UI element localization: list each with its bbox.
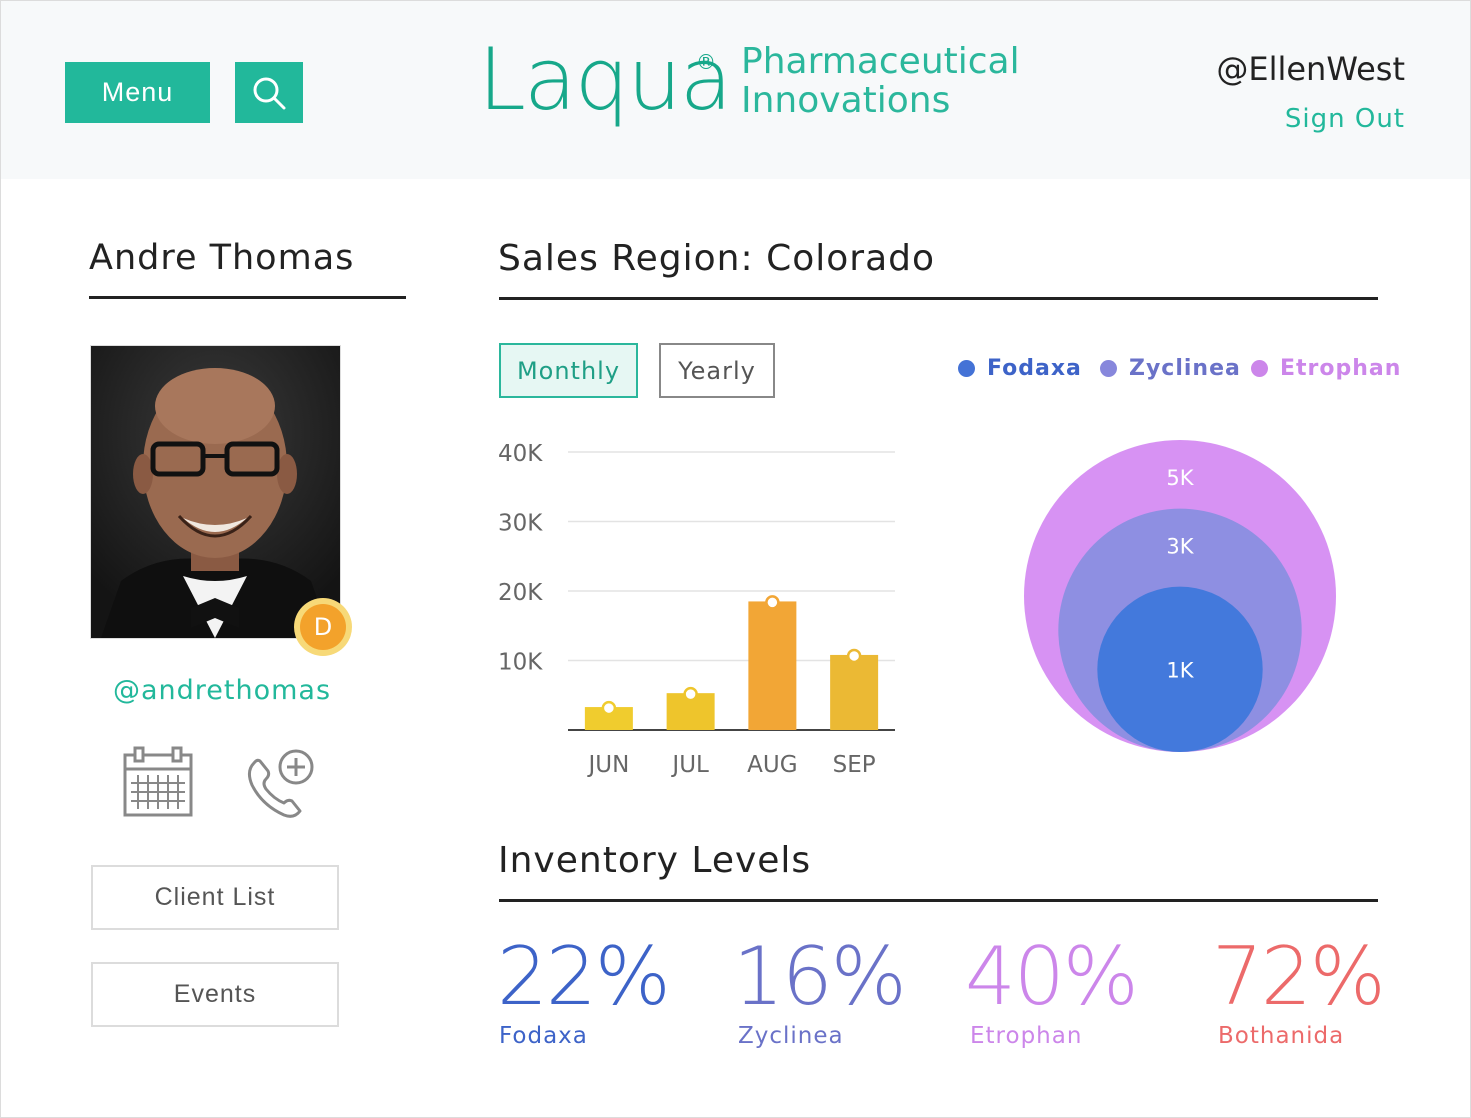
legend-dot-fodaxa — [958, 359, 975, 377]
legend-label-fodaxa: Fodaxa — [987, 355, 1082, 381]
bar-marker — [765, 595, 780, 610]
monthly-sales-bar-chart: 40K 30K 20K 10K JUN JUL AUG SEP — [498, 441, 895, 778]
status-badge: D — [294, 598, 352, 656]
bubble-fodaxa — [1097, 586, 1263, 752]
status-badge-letter: D — [300, 604, 346, 650]
bubble-label: 3K — [1166, 535, 1194, 559]
client-list-button[interactable]: Client List — [91, 865, 339, 930]
bubble-label: 5K — [1166, 466, 1194, 490]
x-tick-label: AUG — [747, 752, 797, 778]
inventory-label-zyclinea: Zyclinea — [738, 1023, 844, 1049]
monthly-toggle[interactable]: Monthly — [499, 343, 638, 398]
calendar-icon — [123, 746, 193, 817]
x-tick-label: JUN — [586, 752, 629, 778]
x-tick-label: SEP — [833, 752, 876, 778]
logo-tagline: Pharmaceutical Innovations — [741, 42, 1020, 120]
inventory-label-bothanida: Bothanida — [1218, 1023, 1345, 1049]
add-call-button[interactable] — [240, 745, 320, 825]
inventory-value-etrophan: 40% — [965, 930, 1139, 1023]
product-bubble-chart: 5K 3K 1K — [1024, 440, 1336, 752]
y-tick-label: 10K — [498, 650, 543, 676]
bar — [584, 707, 633, 730]
bar — [830, 654, 879, 730]
y-tick-label: 30K — [498, 511, 543, 537]
logo-registered-mark: ® — [696, 50, 716, 74]
inventory-divider — [499, 899, 1378, 902]
logo-wordmark: Laqua — [478, 30, 732, 130]
brand-logo: Laqua ® Pharmaceutical Innovations — [478, 30, 1020, 150]
inventory-label-etrophan: Etrophan — [970, 1023, 1083, 1049]
inventory-value-fodaxa: 22% — [497, 930, 671, 1023]
inventory-value-bothanida: 72% — [1212, 930, 1386, 1023]
legend-item-fodaxa: Fodaxa — [958, 354, 1082, 382]
y-tick-label: 20K — [498, 580, 543, 606]
logo-tagline-line2: Innovations — [741, 80, 951, 121]
legend-label-zyclinea: Zyclinea — [1129, 355, 1241, 381]
sales-region-title: Sales Region: Colorado — [498, 238, 936, 279]
calendar-button[interactable] — [120, 745, 196, 821]
profile-handle: @andrethomas — [113, 675, 332, 706]
legend-label-etrophan: Etrophan — [1280, 355, 1402, 381]
legend-dot-zyclinea — [1100, 359, 1117, 377]
bar-marker — [683, 686, 698, 702]
events-button[interactable]: Events — [91, 962, 339, 1027]
bubble-label: 1K — [1166, 658, 1194, 682]
profile-name: Andre Thomas — [89, 238, 355, 278]
sign-out-link[interactable]: Sign Out — [1284, 104, 1405, 134]
bar-marker — [601, 700, 617, 716]
x-tick-label: JUL — [670, 752, 709, 778]
bar — [748, 601, 797, 730]
current-user-handle: @EllenWest — [1216, 50, 1405, 88]
legend-item-zyclinea: Zyclinea — [1100, 354, 1241, 382]
yearly-toggle[interactable]: Yearly — [659, 343, 775, 398]
inventory-label-fodaxa: Fodaxa — [499, 1023, 588, 1049]
inventory-title: Inventory Levels — [498, 840, 812, 881]
search-button[interactable] — [235, 62, 303, 123]
search-icon — [253, 77, 286, 109]
bar-marker — [846, 648, 862, 664]
sales-region-divider — [499, 297, 1378, 300]
legend-item-etrophan: Etrophan — [1251, 354, 1401, 382]
inventory-value-zyclinea: 16% — [733, 930, 907, 1023]
phone-add-icon — [247, 749, 314, 818]
y-tick-label: 40K — [498, 441, 543, 467]
profile-photo — [90, 345, 341, 639]
profile-name-divider — [89, 296, 406, 299]
menu-button[interactable]: Menu — [65, 62, 210, 123]
legend-dot-etrophan — [1251, 359, 1268, 377]
logo-tagline-line1: Pharmaceutical — [741, 41, 1020, 82]
